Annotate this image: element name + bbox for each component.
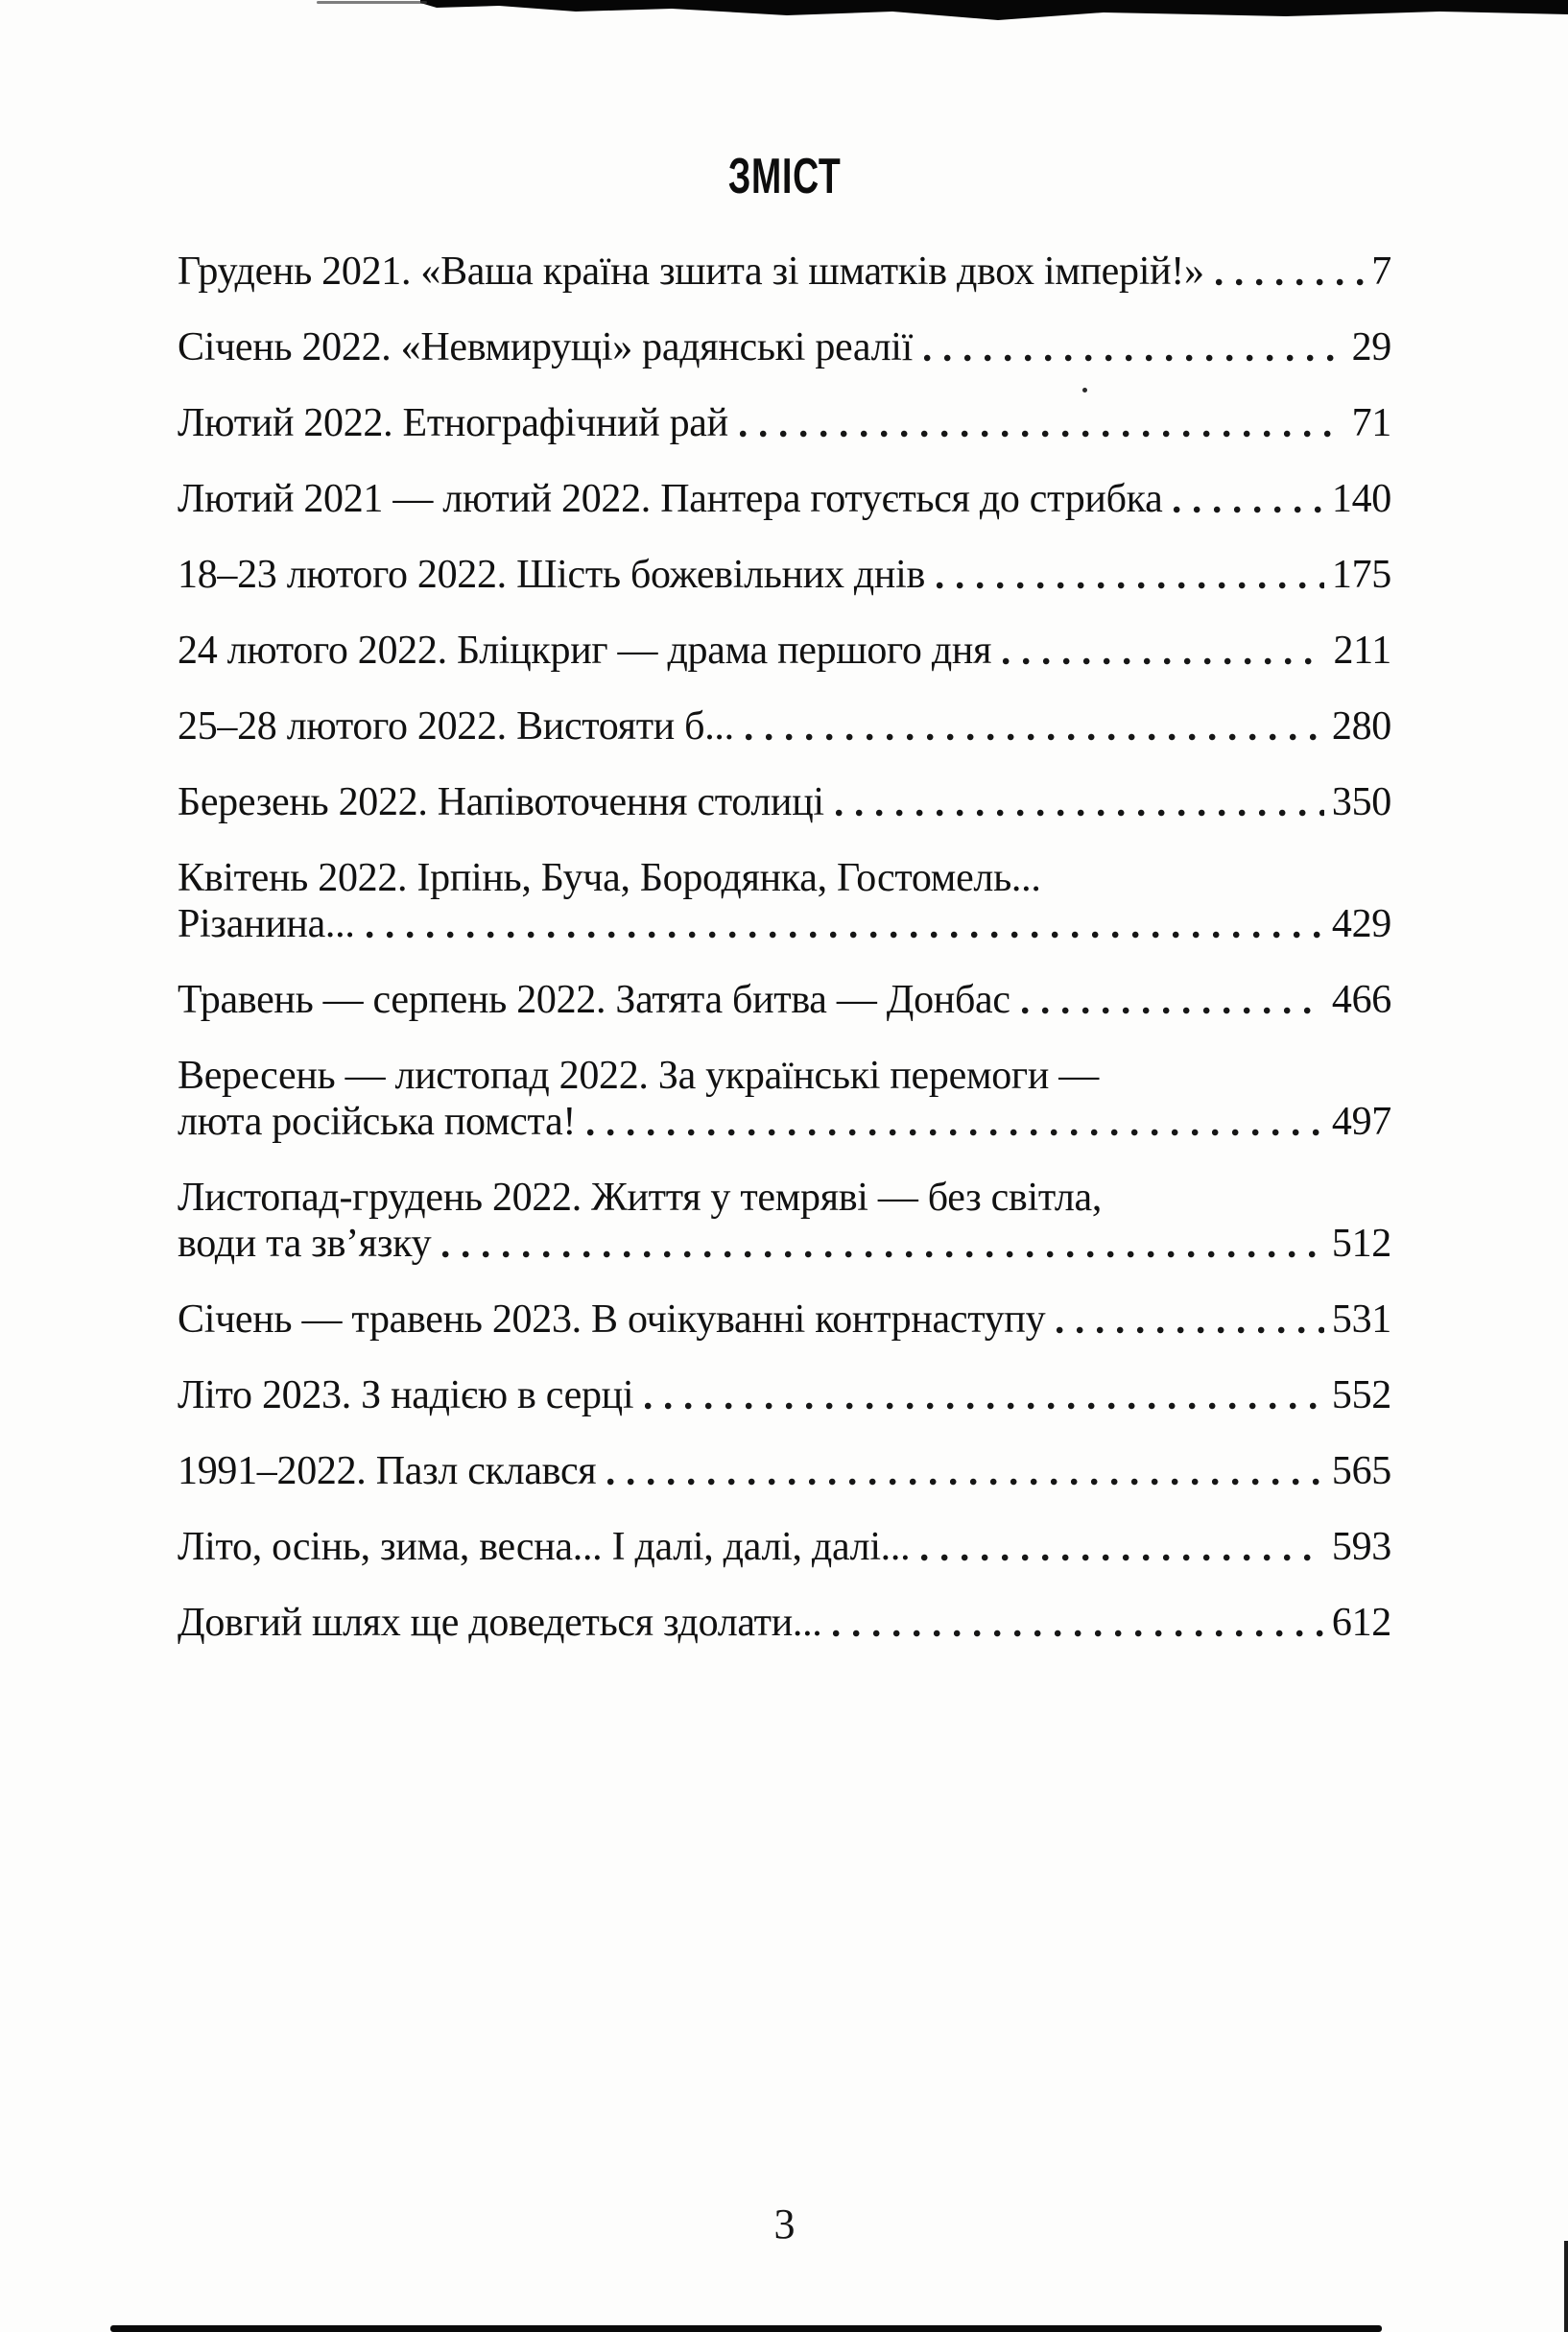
toc-entry: 24 лютого 2022. Бліцкриг — драма першого…: [178, 628, 1391, 674]
toc-entry: Лютий 2021 — лютий 2022. Пантера готуєть…: [178, 476, 1391, 522]
toc-entry-title: 1991–2022. Пазл склався: [178, 1449, 597, 1493]
toc-entry-title: Травень — серпень 2022. Затята битва — Д…: [178, 978, 1010, 1022]
toc-entry-title-line2: води та зв’язку: [178, 1222, 432, 1266]
toc-entry-page: 280: [1331, 704, 1391, 749]
toc-entry-page: 552: [1331, 1373, 1391, 1417]
toc-entry: Грудень 2021. «Ваша країна зшита зі шмат…: [178, 249, 1391, 295]
toc-entry-title: 24 лютого 2022. Бліцкриг — драма першого…: [178, 629, 992, 673]
toc-entry-page: 429: [1331, 902, 1391, 946]
toc-entry-title-line2: люта російська помста!: [178, 1100, 577, 1144]
toc-entry-title: Березень 2022. Напівоточення столиці: [178, 780, 824, 824]
toc-entry-page: 565: [1331, 1449, 1391, 1493]
dot-leader: [835, 808, 1324, 818]
dot-leader: [833, 1629, 1324, 1638]
dot-leader: [1003, 656, 1326, 666]
page-title-text: ЗМІСТ: [727, 149, 842, 204]
toc-entry-page: 140: [1331, 477, 1391, 521]
toc-entry-page: 497: [1331, 1100, 1391, 1144]
toc-entry-title: Листопад-грудень 2022. Життя у темряві —…: [178, 1176, 1103, 1220]
toc-entry-page: 29: [1351, 325, 1392, 369]
toc-entry: Літо 2023. З надією в серці 552: [178, 1372, 1391, 1418]
dot-leader: [442, 1249, 1324, 1259]
toc-entry-title: Лютий 2021 — лютий 2022. Пантера готуєть…: [178, 477, 1163, 521]
toc-entry-page: 612: [1331, 1601, 1391, 1645]
toc-entry: Травень — серпень 2022. Затята битва — Д…: [178, 977, 1391, 1023]
toc-entry-title: 25–28 лютого 2022. Вистояти б...: [178, 704, 734, 749]
scan-artifact-top-tail: [317, 1, 427, 4]
toc-entry: Листопад-грудень 2022. Життя у темряві —…: [178, 1175, 1391, 1267]
toc-entry-title: Літо 2023. З надією в серці: [178, 1373, 634, 1417]
dot-leader: [745, 732, 1324, 742]
page-content: ЗМІСТ Грудень 2021. «Ваша країна зшита з…: [178, 0, 1391, 2332]
toc-entry-page: 512: [1331, 1222, 1391, 1266]
toc-entry: Січень — травень 2023. В очікуванні конт…: [178, 1297, 1391, 1343]
scan-artifact-dot: [1082, 388, 1087, 393]
toc-entry: Вересень — листопад 2022. За українські …: [178, 1053, 1391, 1145]
table-of-contents: Грудень 2021. «Ваша країна зшита зі шмат…: [178, 249, 1391, 1676]
toc-entry-title: Лютий 2022. Етнографічний рай: [178, 401, 728, 445]
dot-leader: [937, 581, 1324, 590]
toc-entry-page: 175: [1331, 553, 1391, 597]
toc-entry: Березень 2022. Напівоточення столиці 350: [178, 779, 1391, 825]
toc-entry-title: Січень 2022. «Невмирущі» радянські реалі…: [178, 325, 914, 369]
dot-leader: [739, 429, 1344, 439]
toc-entry-title: Довгий шлях ще доведеться здолати...: [178, 1601, 822, 1645]
toc-entry-page: 350: [1331, 780, 1391, 824]
dot-leader: [924, 353, 1344, 363]
toc-entry-title: Літо, осінь, зима, весна... І далі, далі…: [178, 1525, 911, 1569]
dot-leader: [1057, 1325, 1324, 1335]
toc-entry-title: Січень — травень 2023. В очікуванні конт…: [178, 1297, 1046, 1342]
toc-entry: Квітень 2022. Ірпінь, Буча, Бородянка, Г…: [178, 855, 1391, 947]
toc-entry-title: Вересень — листопад 2022. За українські …: [178, 1054, 1099, 1098]
toc-entry-title: Квітень 2022. Ірпінь, Буча, Бородянка, Г…: [178, 856, 1041, 900]
toc-entry-page: 71: [1351, 401, 1392, 445]
toc-entry-title: Грудень 2021. «Ваша країна зшита зі шмат…: [178, 250, 1204, 294]
dot-leader: [1021, 1006, 1324, 1015]
toc-entry-page: 211: [1333, 629, 1391, 673]
toc-entry-page: 531: [1331, 1297, 1391, 1342]
page-number: 3: [773, 2201, 796, 2248]
dot-leader: [587, 1128, 1324, 1137]
dot-leader: [366, 930, 1324, 940]
toc-entry: 18–23 лютого 2022. Шість божевільних дні…: [178, 552, 1391, 598]
toc-entry: Довгий шлях ще доведеться здолати... 612: [178, 1600, 1391, 1646]
toc-entry: Січень 2022. «Невмирущі» радянські реалі…: [178, 324, 1391, 370]
toc-entry: Лютий 2022. Етнографічний рай 71: [178, 400, 1391, 446]
dot-leader: [1215, 277, 1365, 287]
toc-entry: 1991–2022. Пазл склався 565: [178, 1448, 1391, 1494]
toc-entry: Літо, осінь, зима, весна... І далі, далі…: [178, 1524, 1391, 1570]
toc-entry: 25–28 лютого 2022. Вистояти б... 280: [178, 703, 1391, 750]
page-title: ЗМІСТ: [178, 152, 1391, 202]
dot-leader: [607, 1477, 1324, 1487]
dot-leader: [645, 1401, 1324, 1411]
toc-entry-title: 18–23 лютого 2022. Шість божевільних дні…: [178, 553, 925, 597]
dot-leader: [1174, 505, 1324, 514]
dot-leader: [921, 1553, 1324, 1562]
toc-entry-title-line2: Різанина...: [178, 902, 355, 946]
toc-entry-page: 593: [1331, 1525, 1391, 1569]
scan-artifact-bottom-bar: [110, 2325, 1382, 2332]
scan-artifact-right-edge: [1564, 2241, 1568, 2332]
toc-entry-page: 7: [1371, 250, 1391, 294]
toc-entry-page: 466: [1331, 978, 1391, 1022]
